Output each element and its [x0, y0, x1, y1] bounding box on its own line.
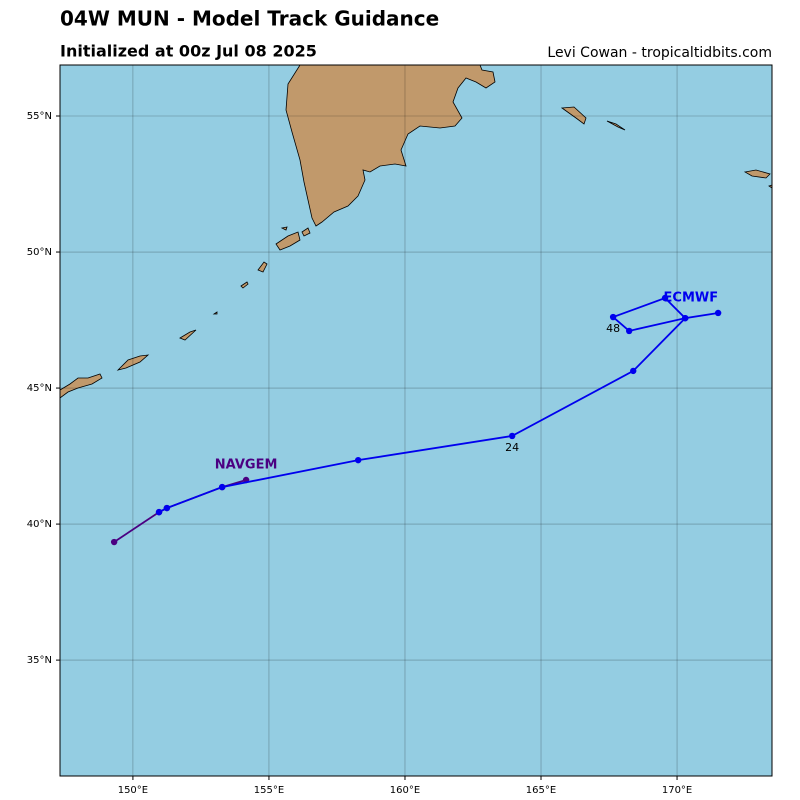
track-point	[163, 504, 171, 512]
track-line	[158, 296, 719, 513]
land	[59, 64, 773, 399]
track-point	[354, 456, 362, 464]
y-tick-label: 50°N	[27, 247, 52, 258]
hour-label: 24	[505, 441, 519, 454]
x-tick-label: 165°E	[526, 785, 556, 796]
y-tick-label: 40°N	[27, 519, 52, 530]
track-point	[661, 294, 669, 302]
track-point	[218, 483, 226, 491]
y-tick-label: 35°N	[27, 655, 52, 666]
ocean	[60, 65, 772, 776]
x-tick-label: 160°E	[390, 785, 420, 796]
x-tick-label: 155°E	[254, 785, 284, 796]
track-point	[630, 367, 637, 375]
track-point	[110, 538, 118, 546]
grid	[60, 65, 772, 776]
y-tick-label: 45°N	[27, 383, 52, 394]
tracks: NAVGEM 24 48 ECMWF	[110, 290, 722, 546]
model-label: NAVGEM	[215, 458, 278, 473]
y-tick-label: 55°N	[27, 111, 52, 122]
credit: Levi Cowan - tropicaltidbits.com	[547, 45, 772, 61]
track-point	[609, 313, 617, 321]
track-point	[508, 432, 516, 440]
chart-subtitle: Initialized at 00z Jul 08 2025	[60, 42, 317, 61]
track-point	[714, 309, 722, 317]
track-point	[682, 314, 689, 322]
track-point	[155, 508, 163, 516]
x-tick-label: 170°E	[662, 785, 692, 796]
chart-title: 04W MUN - Model Track Guidance	[60, 7, 439, 31]
hour-label: 48	[606, 322, 620, 335]
map-frame	[59, 64, 773, 777]
x-tick-label: 150°E	[118, 785, 148, 796]
model-label: ECMWF	[664, 290, 719, 305]
track-point	[625, 327, 633, 335]
